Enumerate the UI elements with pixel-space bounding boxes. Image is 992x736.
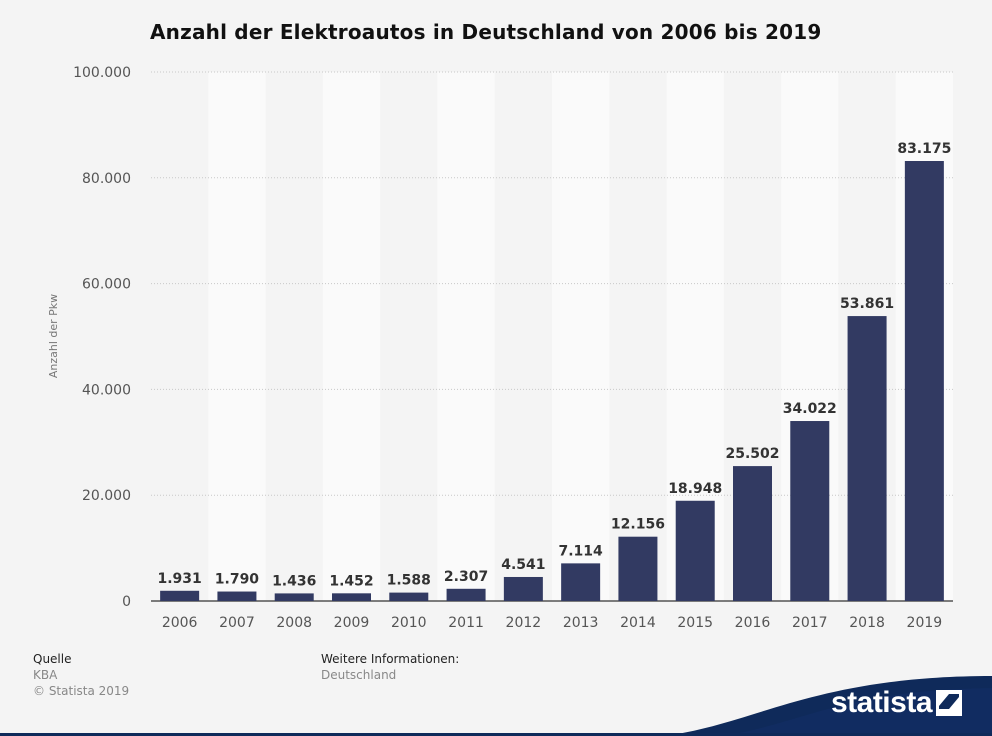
data-label-2011: 2.307 (444, 569, 488, 585)
y-tick-label: 20.000 (82, 488, 131, 504)
y-axis-label: Anzahl der Pkw (47, 294, 60, 378)
bar-2016[interactable] (733, 466, 772, 601)
data-label-2014: 12.156 (611, 517, 665, 533)
x-tick-label-2019: 2019 (907, 615, 943, 631)
column-band-2009 (322, 72, 381, 601)
x-tick-label-2017: 2017 (792, 615, 828, 631)
x-tick-label-2006: 2006 (162, 615, 198, 631)
source-label: Quelle (33, 652, 72, 666)
bar-2015[interactable] (675, 500, 715, 601)
data-label-2017: 34.022 (783, 401, 837, 417)
data-label-2006: 1.931 (157, 571, 201, 587)
x-tick-label-2016: 2016 (735, 615, 771, 631)
bar-2008[interactable] (274, 593, 314, 601)
y-tick-label: 100.000 (73, 65, 131, 81)
statista-logo-icon (936, 690, 962, 716)
bar-2007[interactable] (217, 591, 257, 601)
column-band-2011 (437, 72, 495, 601)
column-band-2013 (552, 72, 610, 601)
source-value[interactable]: KBA (33, 668, 58, 682)
x-tick-label-2013: 2013 (563, 615, 599, 631)
bar-2010[interactable] (389, 592, 429, 601)
x-tick-label-2018: 2018 (849, 615, 885, 631)
copyright: © Statista 2019 (33, 684, 130, 698)
data-label-2015: 18.948 (668, 481, 722, 497)
chart-title: Anzahl der Elektroautos in Deutschland v… (150, 20, 822, 44)
data-label-2009: 1.452 (329, 573, 373, 589)
bar-chart: 0 20.000 40.000 60.000 80.000 100.000 Anzahl d… (47, 65, 953, 631)
x-tick-label-2008: 2008 (276, 615, 312, 631)
y-tick-label: 40.000 (82, 382, 131, 398)
bar-2019[interactable] (904, 161, 944, 601)
bar-2017[interactable] (790, 421, 830, 601)
info-label: Weitere Informationen: (321, 652, 460, 666)
info-block: Weitere Informationen: Deutschland (321, 651, 459, 683)
bottom-accent-line (0, 733, 992, 736)
data-label-2012: 4.541 (501, 557, 545, 573)
data-label-2016: 25.502 (725, 446, 779, 462)
x-tick-label-2010: 2010 (391, 615, 427, 631)
column-band-2007 (208, 72, 266, 601)
x-tick-label-2007: 2007 (219, 615, 255, 631)
bar-2011[interactable] (446, 588, 486, 601)
bar-2013[interactable] (561, 563, 601, 601)
data-label-2013: 7.114 (558, 543, 603, 559)
data-label-2008: 1.436 (272, 573, 316, 589)
bar-2012[interactable] (503, 576, 543, 601)
bar-2018[interactable] (847, 316, 887, 601)
statista-logo-text[interactable]: statista (830, 686, 933, 719)
bar-2009[interactable] (332, 593, 371, 601)
x-tick-label-2015: 2015 (677, 615, 713, 631)
data-label-2007: 1.790 (215, 572, 260, 588)
info-value: Deutschland (321, 668, 397, 682)
data-label-2019: 83.175 (897, 141, 951, 157)
brand-band (662, 676, 992, 736)
y-tick-label: 0 (122, 594, 131, 610)
y-tick-label: 80.000 (82, 171, 131, 187)
x-tick-label-2012: 2012 (506, 615, 542, 631)
x-tick-label-2011: 2011 (448, 615, 484, 631)
source-block: Quelle KBA © Statista 2019 (33, 651, 129, 699)
data-label-2018: 53.861 (840, 296, 894, 312)
y-tick-label: 60.000 (82, 277, 131, 293)
bar-2014[interactable] (618, 536, 658, 601)
x-tick-label-2009: 2009 (334, 615, 370, 631)
x-tick-label-2014: 2014 (620, 615, 656, 631)
bar-2006[interactable] (160, 590, 200, 601)
data-label-2010: 1.588 (387, 573, 431, 589)
